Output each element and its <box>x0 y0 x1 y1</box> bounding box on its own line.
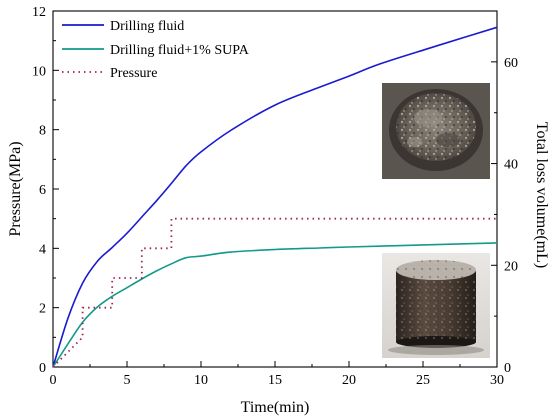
y-left-tick-label: 6 <box>39 183 46 198</box>
y-left-tick-label: 0 <box>39 361 46 376</box>
y-axis-right: 0 20 40 60 <box>491 10 518 376</box>
x-tick-label: 5 <box>124 373 131 388</box>
legend-label-drilling-fluid-supa: Drilling fluid+1% SUPA <box>110 43 250 58</box>
x-axis: 0 5 10 15 20 25 30 <box>50 361 504 388</box>
x-tick-label: 30 <box>490 373 504 388</box>
y-axis-left-label: Pressure(MPa) <box>7 141 24 236</box>
y-left-tick-label: 4 <box>39 242 46 257</box>
x-tick-label: 15 <box>268 373 282 388</box>
y-axis-left: 0 2 4 6 8 10 12 <box>32 5 59 376</box>
series-drilling-fluid <box>52 26 498 368</box>
y-left-tick-label: 8 <box>39 124 46 139</box>
y-right-tick-label: 20 <box>504 259 518 274</box>
series-group <box>52 26 498 368</box>
legend-label-drilling-fluid: Drilling fluid <box>110 19 184 34</box>
y-right-tick-label: 40 <box>504 158 518 173</box>
y-right-tick-label: 60 <box>504 56 518 71</box>
legend-label-pressure: Pressure <box>110 66 157 81</box>
x-tick-label: 10 <box>194 373 208 388</box>
x-tick-label: 20 <box>342 373 356 388</box>
y-right-tick-label: 0 <box>504 361 511 376</box>
x-tick-label: 0 <box>50 373 57 388</box>
x-axis-label: Time(min) <box>241 399 310 416</box>
y-left-tick-label: 10 <box>32 64 46 79</box>
filter-cake-top-view-photo <box>382 83 490 179</box>
core-sample-side-view-photo <box>382 253 490 358</box>
y-axis-right-label: Total loss volume(mL) <box>533 122 550 268</box>
series-drilling-fluid-supa <box>52 242 498 368</box>
legend: Drilling fluid Drilling fluid+1% SUPA Pr… <box>62 19 250 81</box>
y-left-tick-label: 2 <box>39 302 46 317</box>
x-tick-label: 25 <box>416 373 430 388</box>
y-left-tick-label: 12 <box>32 5 46 20</box>
